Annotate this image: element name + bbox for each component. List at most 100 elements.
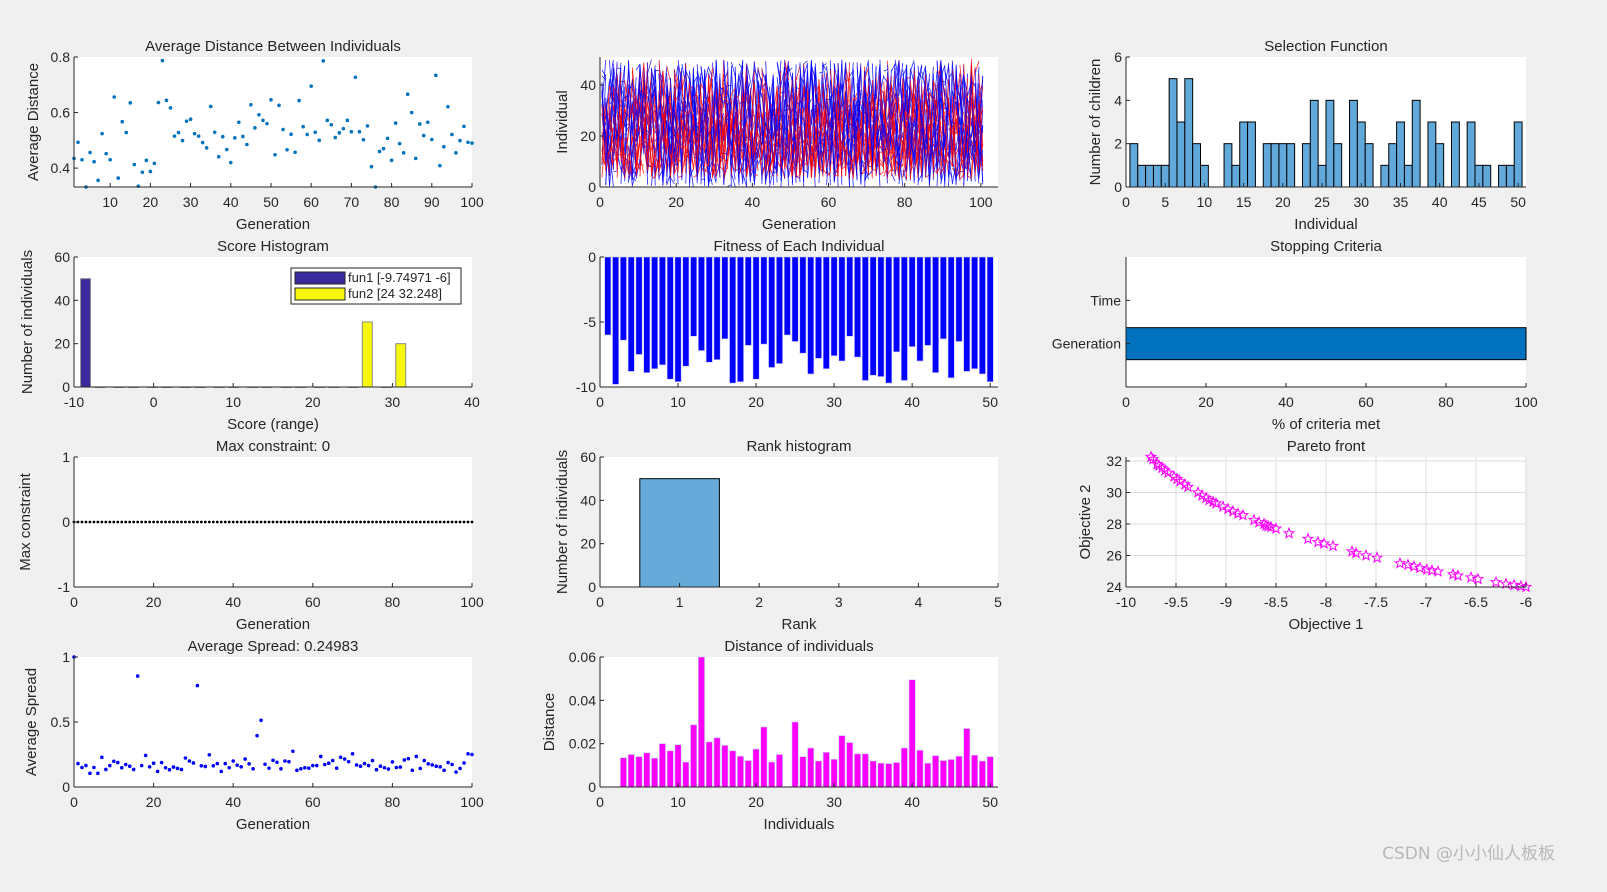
genealogy-line <box>791 72 797 173</box>
genealogy-line <box>849 104 854 125</box>
genealogy-line <box>871 97 877 177</box>
genealogy-line <box>929 135 934 170</box>
bar <box>916 256 924 362</box>
pareto-point <box>1221 502 1235 515</box>
bar <box>604 256 612 336</box>
data-point <box>446 104 450 109</box>
data-point <box>450 132 454 137</box>
genealogy-line <box>830 69 835 114</box>
data-point <box>156 100 161 105</box>
genealogy-line <box>711 128 717 167</box>
genealogy-line <box>689 120 694 187</box>
histogram-bar <box>361 321 373 388</box>
bar <box>799 756 807 788</box>
genealogy-line <box>974 60 980 74</box>
data-point <box>132 162 137 167</box>
genealogy-line <box>868 96 873 159</box>
data-point <box>365 124 370 128</box>
genealogy-line <box>616 67 622 137</box>
genealogy-line <box>711 158 717 178</box>
pareto-point <box>1236 508 1250 521</box>
data-point <box>203 764 208 769</box>
data-point <box>223 520 227 524</box>
bar <box>760 256 768 345</box>
bar <box>1333 143 1343 188</box>
bar <box>986 256 994 383</box>
bar <box>1411 99 1421 188</box>
bar <box>721 256 729 340</box>
y-tick-label: 20 <box>54 336 70 352</box>
genealogy-line <box>757 156 763 165</box>
genealogy-line <box>852 99 858 153</box>
pareto-point <box>1326 539 1340 552</box>
data-point <box>422 758 427 763</box>
bar <box>807 747 815 788</box>
genealogy-line <box>677 113 683 145</box>
data-point <box>195 683 200 688</box>
bar <box>1168 78 1178 188</box>
pareto-point <box>1451 569 1465 582</box>
x-tick-label: 70 <box>344 194 360 210</box>
data-point <box>434 520 438 524</box>
bar <box>869 256 877 376</box>
genealogy-line <box>970 75 976 172</box>
genealogy-line <box>845 113 850 137</box>
genealogy-line <box>864 71 869 127</box>
pareto-point <box>1519 580 1533 593</box>
bar <box>830 758 838 788</box>
data-point <box>180 520 183 524</box>
genealogy-line <box>963 124 968 185</box>
data-point <box>330 758 335 763</box>
genealogy-line <box>605 105 610 186</box>
genealogy-line <box>780 160 786 180</box>
genealogy-line <box>822 77 828 124</box>
bar <box>659 256 666 366</box>
data-point <box>317 138 322 143</box>
bar <box>877 256 885 377</box>
genealogy-line <box>643 70 649 143</box>
data-point <box>450 520 454 524</box>
genealogy-line <box>826 123 831 185</box>
data-point <box>295 520 299 524</box>
data-point <box>410 520 414 524</box>
data-point <box>163 765 168 770</box>
genealogy-line <box>856 66 862 127</box>
genealogy-line <box>750 140 755 182</box>
genealogy-line <box>890 63 896 115</box>
bar <box>893 256 900 353</box>
genealogy-line <box>963 75 968 113</box>
genealogy-line <box>746 63 751 82</box>
genealogy-line <box>955 85 961 125</box>
genealogy-line <box>788 90 793 142</box>
average-distance-chart: 10 20 30 40 50 60 70 80 90 100 0.4 0.6 0.8 Average Di… <box>25 38 484 233</box>
data-point <box>243 757 247 761</box>
genealogy-line <box>830 74 835 152</box>
genealogy-line <box>670 77 675 162</box>
data-point <box>402 758 407 762</box>
data-point <box>212 130 217 135</box>
x-tick-label: -9 <box>1220 594 1233 610</box>
data-point <box>425 120 430 125</box>
bar <box>659 743 666 788</box>
genealogy-line <box>639 64 645 122</box>
genealogy-line <box>826 108 831 170</box>
pareto-point <box>1226 504 1240 517</box>
genealogy-line <box>864 67 869 80</box>
data-point <box>171 765 176 769</box>
genealogy-line <box>925 77 930 169</box>
data-point <box>253 126 257 130</box>
genealogy-line <box>791 144 797 184</box>
data-point <box>301 124 305 129</box>
genealogy-line <box>647 130 652 135</box>
genealogy-line <box>647 114 652 173</box>
data-point <box>237 120 241 125</box>
data-point <box>168 106 173 110</box>
data-point <box>434 764 438 768</box>
y-tick-label: 32 <box>1106 453 1122 469</box>
genealogy-line <box>651 91 656 177</box>
genealogy-line <box>795 65 801 81</box>
y-tick-label: 60 <box>580 449 596 465</box>
genealogy-line <box>898 124 903 127</box>
x-tick-label: 10 <box>670 794 686 810</box>
